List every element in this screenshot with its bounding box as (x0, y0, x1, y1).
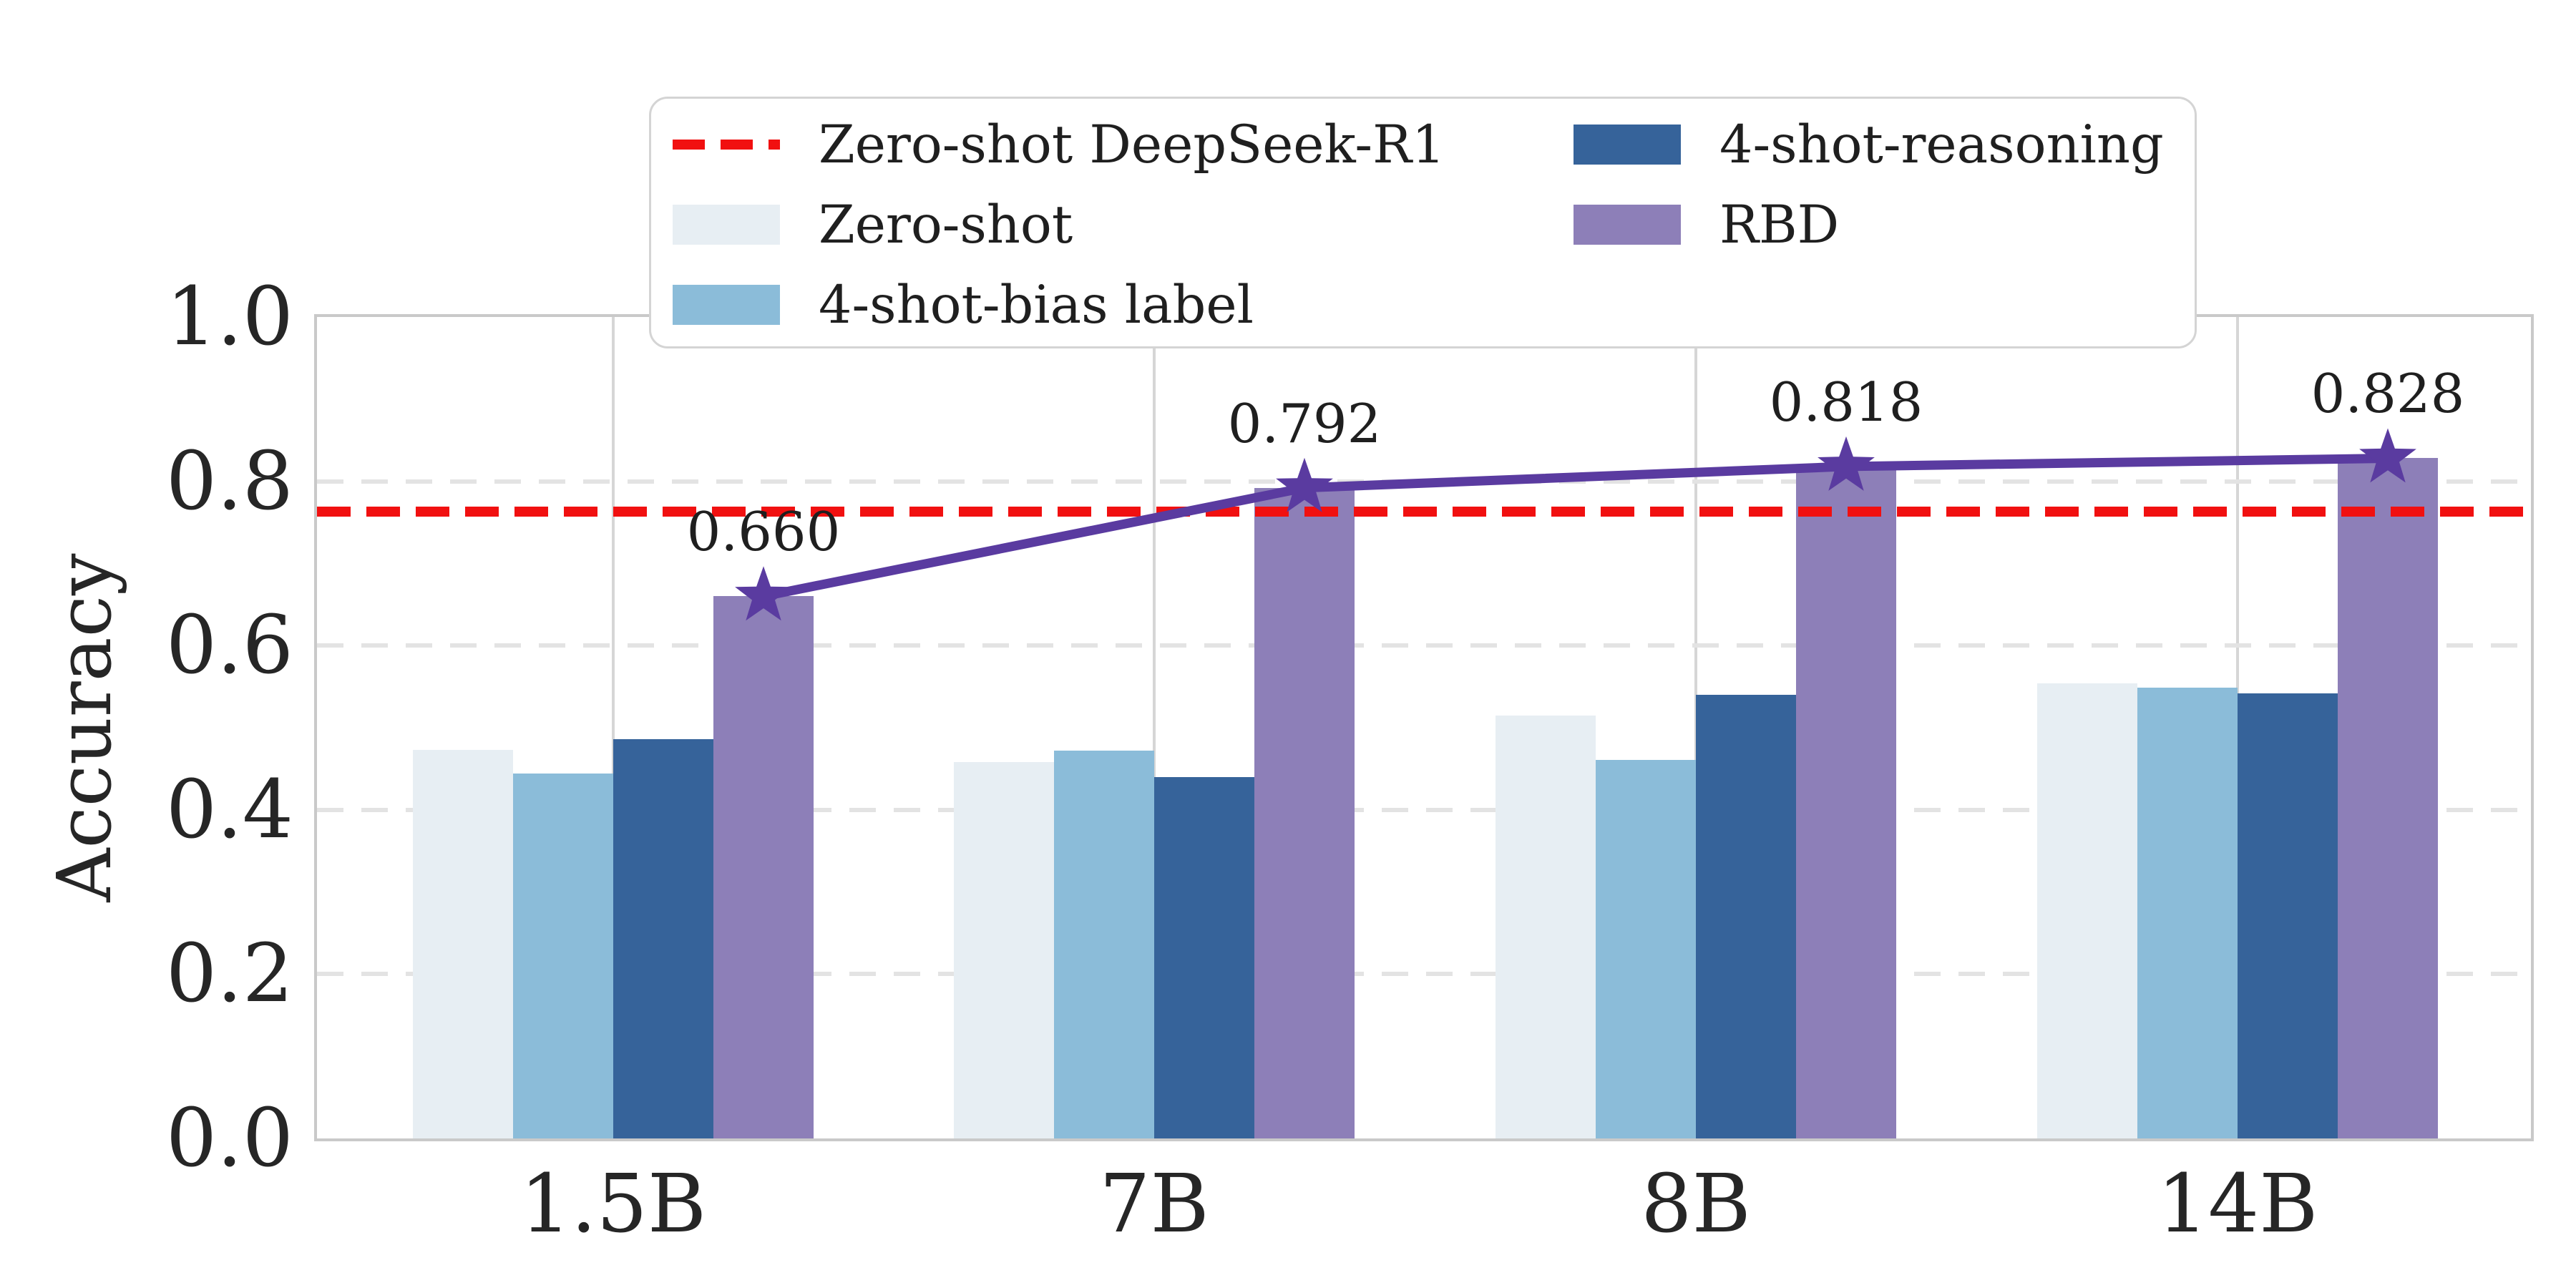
bar-zero-shot-8B (1496, 715, 1596, 1138)
legend-item-zero-shot: Zero-shot (673, 199, 1574, 251)
star-marker-1.5B (735, 566, 792, 621)
value-label-1.5B: 0.660 (686, 500, 841, 564)
x-gridline-1.5B (612, 317, 615, 1138)
x-tick-label-8B: 8B (1641, 1158, 1751, 1251)
legend-label: 4-shot-bias label (819, 274, 1254, 336)
x-tick-label-14B: 14B (2157, 1158, 2318, 1251)
legend-swatch-patch (673, 285, 780, 325)
y-tick-label-0.4: 0.4 (165, 763, 293, 857)
x-tick-label-1.5B: 1.5B (519, 1158, 707, 1251)
bar-rbd-1.5B (713, 596, 814, 1138)
y-gridline-0.4 (317, 807, 2531, 812)
bar-zero-shot-1.5B (413, 750, 513, 1138)
y-tick-label-1.0: 1.0 (165, 270, 293, 364)
legend-label: RBD (1719, 194, 1840, 255)
y-gridline-0.6 (317, 643, 2531, 648)
legend-label: 4-shot-reasoning (1719, 114, 2164, 175)
bar-4-shot-reasoning-1.5B (613, 739, 713, 1138)
x-gridline-7B (1153, 317, 1156, 1138)
legend-swatch-patch (1574, 125, 1681, 165)
bar-4-shot-reasoning-14B (2238, 693, 2338, 1138)
y-gridline-0.2 (317, 972, 2531, 977)
star-marker-8B (1818, 436, 1875, 491)
rbd-trend-line (762, 453, 2389, 601)
bar-rbd-7B (1254, 487, 1355, 1138)
legend-swatch-patch (673, 205, 780, 245)
value-label-14B: 0.828 (2311, 362, 2465, 426)
y-tick-label-0.8: 0.8 (165, 434, 293, 528)
legend-item-zero-shot-deepseek-r1: Zero-shot DeepSeek-R1 (673, 119, 1574, 171)
value-label-8B: 0.818 (1769, 370, 1923, 434)
bar-4-shot-bias-label-8B (1596, 759, 1696, 1138)
legend-label: Zero-shot (819, 194, 1073, 255)
legend-item-4-shot-bias-label: 4-shot-bias label (673, 279, 1574, 331)
rbd-trend-line-layer (735, 428, 2416, 621)
bar-4-shot-reasoning-7B (1154, 776, 1254, 1138)
reference-line-zero-shot-deepseek-r1 (317, 507, 2531, 517)
x-tick-label-7B: 7B (1099, 1158, 1209, 1251)
legend-item-4-shot-reasoning: 4-shot-reasoning (1574, 119, 2180, 171)
bar-zero-shot-14B (2037, 683, 2137, 1138)
bar-4-shot-bias-label-7B (1054, 751, 1154, 1138)
legend-swatch-patch (1574, 205, 1681, 245)
y-tick-label-0.0: 0.0 (165, 1092, 293, 1185)
bar-zero-shot-7B (954, 762, 1054, 1138)
legend-item-rbd: RBD (1574, 199, 2180, 251)
legend: Zero-shot DeepSeek-R1 Zero-shot 4-shot-bia… (649, 97, 2197, 348)
bar-4-shot-reasoning-8B (1696, 695, 1796, 1138)
bar-rbd-14B (2338, 458, 2438, 1138)
plot-area: 0.660 0.792 0.818 0.828 (314, 314, 2534, 1141)
legend-label: Zero-shot DeepSeek-R1 (819, 114, 1445, 175)
bar-4-shot-bias-label-14B (2137, 687, 2238, 1138)
star-marker-7B (1276, 457, 1333, 512)
bar-4-shot-bias-label-1.5B (513, 774, 613, 1138)
y-tick-label-0.6: 0.6 (165, 599, 293, 693)
value-label-7B: 0.792 (1227, 391, 1382, 455)
y-tick-label-0.2: 0.2 (165, 927, 293, 1021)
star-marker-14B (2359, 428, 2416, 483)
bar-rbd-8B (1796, 466, 1896, 1138)
legend-swatch-dashed-line (673, 140, 780, 150)
